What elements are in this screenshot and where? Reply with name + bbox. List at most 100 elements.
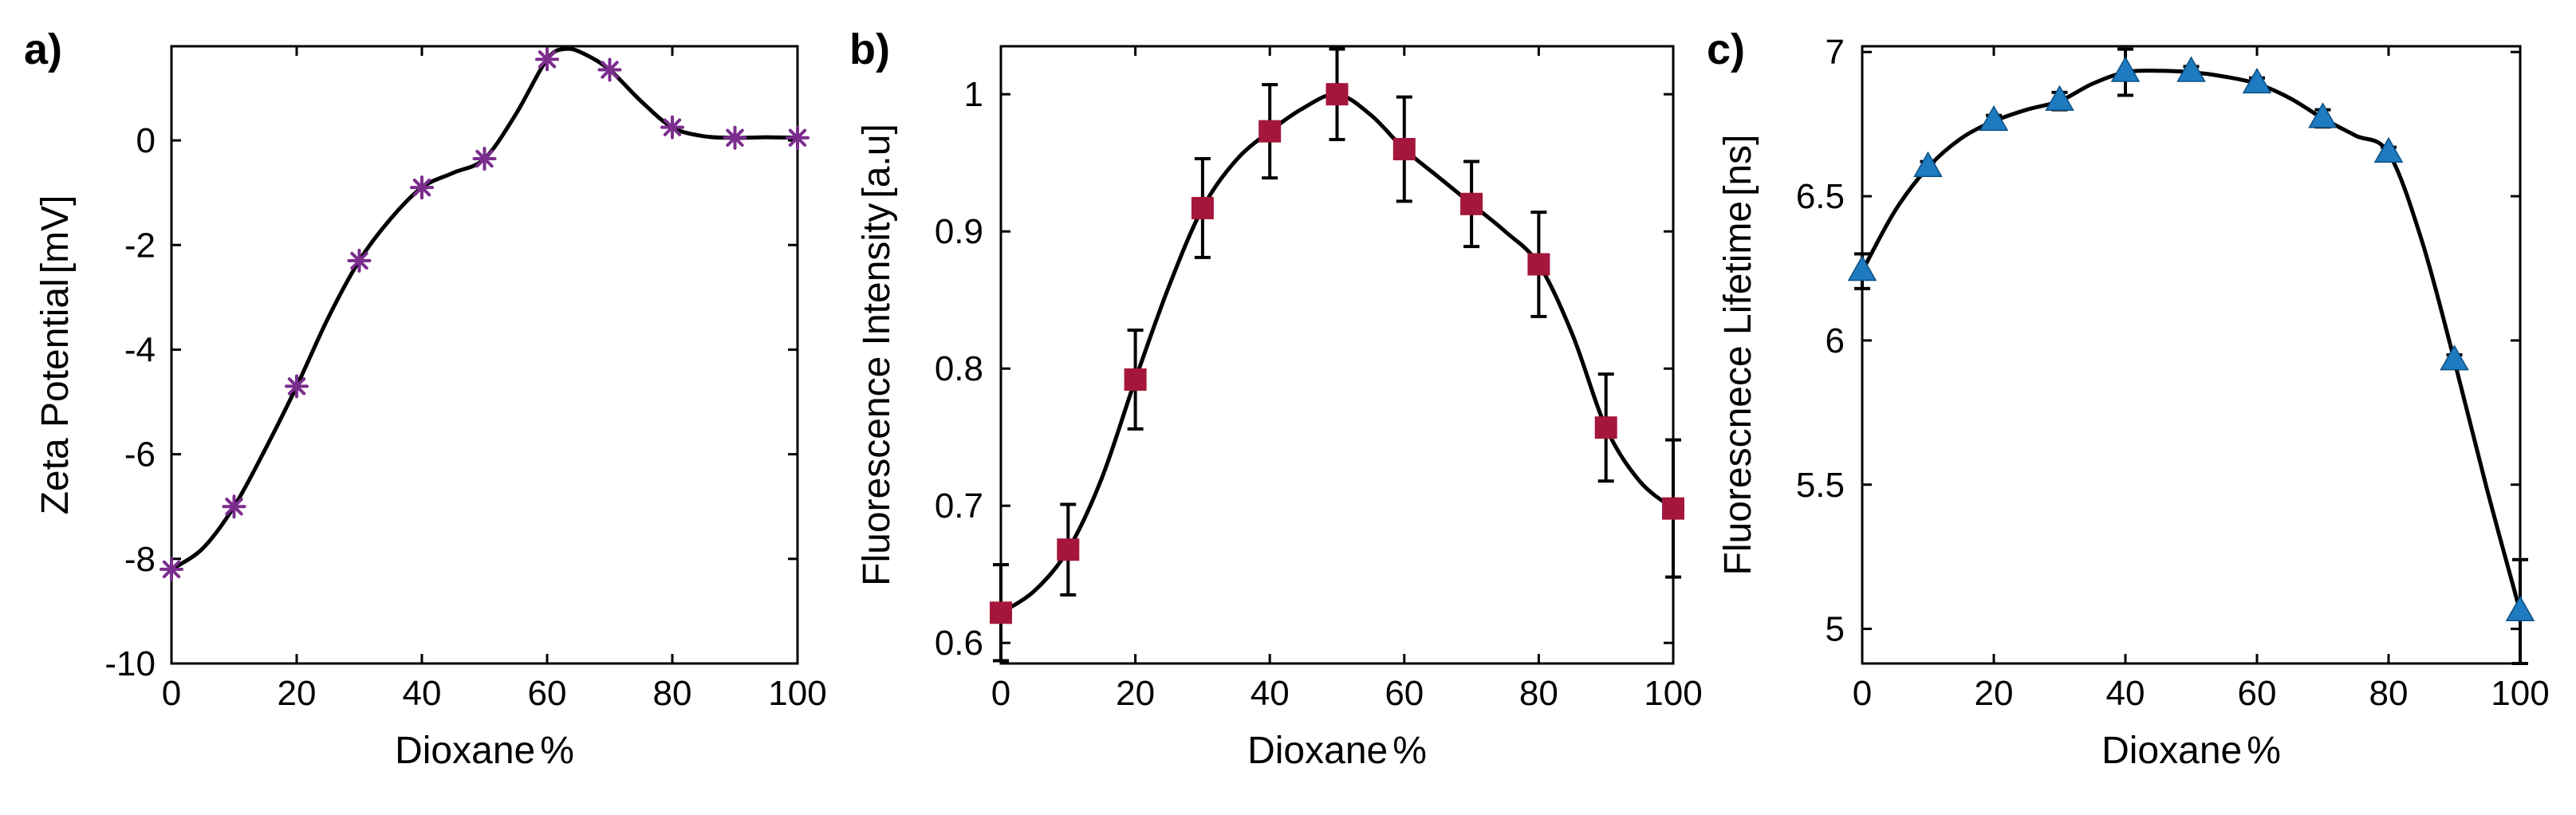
- x-tick-label: 80: [653, 674, 692, 713]
- data-point: [723, 125, 747, 150]
- x-axis-label-text: Dioxane: [1247, 730, 1388, 772]
- y-axis-label-text: Fluorescnece Lifetime: [1717, 201, 1759, 576]
- x-tick-label: 20: [1116, 674, 1155, 713]
- data-point: [1325, 83, 1349, 106]
- y-axis-label-unit: [a.u]: [856, 124, 898, 198]
- y-axis-label-unit: [mV]: [34, 195, 77, 274]
- data-point: [1913, 151, 1943, 178]
- fit-curve: [1862, 69, 2520, 612]
- data-point: [1979, 104, 2009, 132]
- data-point: [535, 47, 559, 72]
- data-point-stroke: [538, 50, 557, 69]
- x-axis-label-text: Dioxane: [2101, 730, 2242, 772]
- data-point: [2110, 56, 2141, 82]
- data-point: [1460, 192, 1483, 215]
- y-tick-label: 0.7: [935, 486, 983, 526]
- data-point-stroke: [287, 377, 306, 396]
- y-tick-label: -10: [104, 644, 156, 683]
- data-point: [2440, 345, 2469, 371]
- x-tick-label: 0: [162, 674, 181, 713]
- x-tick-label: 20: [278, 674, 317, 713]
- y-tick-label: -4: [124, 330, 156, 369]
- y-axis-label-text: Fluorescence Intensity: [856, 203, 898, 586]
- x-tick-label: 100: [768, 674, 826, 713]
- data-point-stroke: [162, 560, 181, 579]
- panel-1: b) 0 20 40 60 80 100 0.6 0.7 0.8 0.9 1 Dioxane % Fluor…: [849, 26, 1703, 772]
- data-point: [1191, 196, 1214, 219]
- x-axis-label: Dioxane%: [2101, 730, 2281, 772]
- y-axis-label-unit: [ns]: [1717, 135, 1759, 196]
- y-tick-label: -2: [124, 226, 156, 265]
- x-tick-label: 0: [1853, 674, 1872, 713]
- axes-box: [999, 45, 1675, 665]
- data-point: [222, 494, 246, 519]
- panel-letter: c): [1707, 26, 1745, 73]
- x-tick-label: 0: [991, 674, 1010, 713]
- panel-0: a) 0 20 40 60 80 100 -10 -8 -6 -4 -2 0 Dioxane % Zeta P…: [24, 26, 827, 772]
- data-point: [1057, 538, 1080, 561]
- panel-letter: a): [24, 26, 62, 73]
- data-point: [2045, 85, 2074, 111]
- x-axis-label-unit: %: [540, 730, 574, 772]
- data-point: [160, 557, 183, 581]
- data-point: [1662, 497, 1684, 520]
- data-point: [1124, 368, 1147, 391]
- x-axis-label-text: Dioxane: [395, 730, 535, 772]
- x-tick-label: 60: [2238, 674, 2277, 713]
- data-point: [660, 115, 684, 140]
- panel-letter: b): [849, 26, 890, 73]
- x-tick-label: 40: [2106, 674, 2145, 713]
- x-tick-label: 100: [2491, 674, 2549, 713]
- x-tick-label: 100: [1644, 674, 1702, 713]
- data-point: [2505, 595, 2535, 622]
- x-tick-label: 80: [2369, 674, 2409, 713]
- data-point: [347, 248, 372, 273]
- data-point-stroke: [412, 178, 431, 197]
- x-tick-label: 20: [1975, 674, 2014, 713]
- axes-box: [1861, 45, 2522, 665]
- fit-curve: [1001, 92, 1673, 615]
- y-tick-label: -8: [124, 540, 156, 579]
- y-tick-label: 5.5: [1796, 466, 1845, 505]
- data-point: [597, 57, 622, 82]
- x-tick-label: 60: [528, 674, 567, 713]
- data-point: [410, 175, 434, 200]
- x-tick-label: 40: [1251, 674, 1290, 713]
- data-point-stroke: [601, 61, 619, 79]
- y-tick-label: 7: [1826, 33, 1845, 72]
- y-axis-label-text: Zeta Potential: [34, 278, 77, 514]
- y-tick-label: 1: [964, 75, 983, 114]
- axes-box: [170, 45, 799, 665]
- data-point: [1392, 138, 1416, 160]
- data-point: [285, 374, 309, 399]
- y-axis-label: Fluorescence Intensity [a.u]: [856, 124, 898, 586]
- data-point: [2373, 136, 2404, 163]
- panel-2: c) 0 20 40 60 80 100 5 5.5 6 6.5 7 Dioxane % Fluorescn…: [1707, 26, 2550, 772]
- data-point: [1258, 120, 1282, 143]
- data-point: [2176, 56, 2206, 82]
- data-point-stroke: [788, 128, 807, 147]
- y-tick-label: 0.8: [935, 349, 983, 388]
- data-point: [472, 147, 497, 171]
- x-axis-label-unit: %: [2247, 730, 2281, 772]
- data-point: [2308, 102, 2338, 128]
- x-tick-label: 80: [1519, 674, 1558, 713]
- data-point: [786, 125, 809, 150]
- y-tick-label: 6.5: [1796, 177, 1845, 216]
- data-point: [1527, 253, 1550, 276]
- y-tick-label: 0.6: [935, 624, 983, 663]
- y-tick-label: 0.9: [935, 212, 983, 251]
- y-tick-label: 5: [1826, 610, 1845, 649]
- data-point: [990, 601, 1012, 624]
- x-axis-label: Dioxane%: [1247, 730, 1427, 772]
- data-point-stroke: [663, 118, 682, 136]
- y-tick-label: 6: [1826, 321, 1845, 360]
- x-tick-label: 60: [1385, 674, 1424, 713]
- fit-curve: [171, 46, 798, 572]
- data-point: [2242, 67, 2272, 94]
- y-tick-label: -6: [124, 435, 156, 474]
- data-point: [1594, 416, 1617, 439]
- x-tick-label: 40: [403, 674, 442, 713]
